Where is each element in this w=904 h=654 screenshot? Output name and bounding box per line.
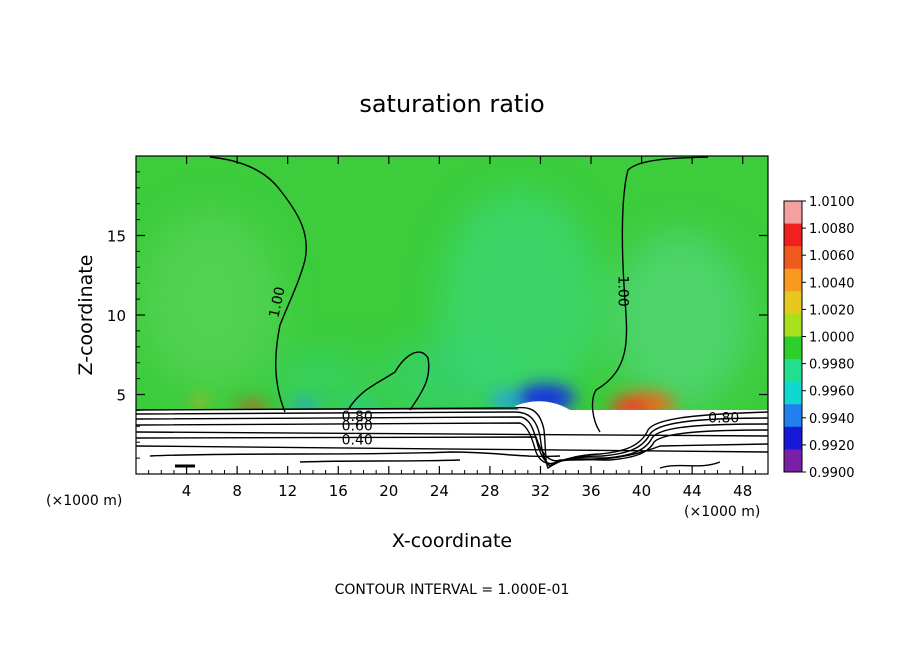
colorbar-label: 1.0040 bbox=[809, 276, 855, 291]
y-axis: 5 10 15 bbox=[107, 171, 768, 459]
colorbar-swatch bbox=[784, 268, 802, 292]
x-tick-label: 36 bbox=[581, 482, 600, 500]
field-variations bbox=[140, 190, 750, 420]
colorbar-label: 1.0060 bbox=[809, 249, 855, 264]
x-unit-right: (×1000 m) bbox=[684, 504, 760, 520]
x-tick-label: 8 bbox=[232, 482, 242, 500]
x-axis-label: X-coordinate bbox=[392, 530, 512, 552]
colorbar-swatch bbox=[784, 201, 802, 225]
contour-label: 1.00 bbox=[267, 285, 289, 319]
x-tick-label: 48 bbox=[733, 482, 752, 500]
contour-label: 0.80 bbox=[708, 410, 739, 426]
colorbar-swatch bbox=[784, 291, 802, 315]
colorbar-swatch bbox=[784, 381, 802, 405]
x-tick-label: 12 bbox=[278, 482, 297, 500]
x-tick-label: 28 bbox=[480, 482, 499, 500]
colorbar-swatch bbox=[784, 449, 802, 473]
x-tick-label: 16 bbox=[329, 482, 348, 500]
colorbar-label: 1.0080 bbox=[809, 222, 855, 237]
colorbar-swatch bbox=[784, 313, 802, 337]
x-tick-label: 4 bbox=[182, 482, 192, 500]
colorbar-swatch bbox=[784, 336, 802, 360]
chart-title: saturation ratio bbox=[359, 90, 544, 118]
colorbar-swatch bbox=[784, 426, 802, 450]
colorbar-label: 1.0000 bbox=[809, 331, 855, 346]
lower-region bbox=[136, 410, 768, 474]
x-unit-left: (×1000 m) bbox=[46, 493, 122, 509]
colorbar-swatch bbox=[784, 246, 802, 270]
colorbar-label: 0.9920 bbox=[809, 439, 855, 454]
contour-interval-note: CONTOUR INTERVAL = 1.000E-01 bbox=[335, 582, 570, 598]
contour-label: 0.60 bbox=[342, 418, 373, 434]
x-tick-label: 24 bbox=[430, 482, 449, 500]
contour-label: 0.80 bbox=[342, 409, 373, 425]
x-tick-label: 44 bbox=[683, 482, 702, 500]
contour-label: 0.40 bbox=[342, 433, 373, 449]
colorbar-label: 0.9900 bbox=[809, 466, 855, 481]
y-tick-label: 10 bbox=[107, 307, 126, 325]
colorbar-label: 1.0100 bbox=[809, 195, 855, 210]
contour-lines bbox=[136, 156, 768, 470]
valley-white bbox=[515, 401, 612, 456]
x-tick-label: 32 bbox=[531, 482, 550, 500]
colorbar-label: 0.9960 bbox=[809, 385, 855, 400]
x-axis: 4 8 12 16 20 24 28 32 36 40 44 48 bbox=[148, 156, 756, 500]
y-tick-label: 15 bbox=[107, 228, 126, 246]
y-axis-label: Z-coordinate bbox=[75, 255, 97, 376]
x-tick-label: 20 bbox=[379, 482, 398, 500]
colorbar-swatch bbox=[784, 359, 802, 383]
colorbar-label: 0.9940 bbox=[809, 412, 855, 427]
colorbar-swatch bbox=[784, 223, 802, 247]
colorbar-label: 1.0020 bbox=[809, 303, 855, 318]
contour-label-layer: 1.00 1.000.800.600.400.80 bbox=[267, 276, 740, 449]
colorbar-label: 0.9980 bbox=[809, 358, 855, 373]
colorbar: 1.0100 1.0080 1.0060 1.0040 1.0020 1.0000 0.99… bbox=[783, 195, 855, 481]
plot-area bbox=[136, 156, 768, 474]
y-tick-label: 5 bbox=[116, 387, 126, 405]
contour-label: 1.00 bbox=[615, 276, 631, 307]
x-tick-label: 40 bbox=[632, 482, 651, 500]
colorbar-swatch bbox=[784, 404, 802, 428]
